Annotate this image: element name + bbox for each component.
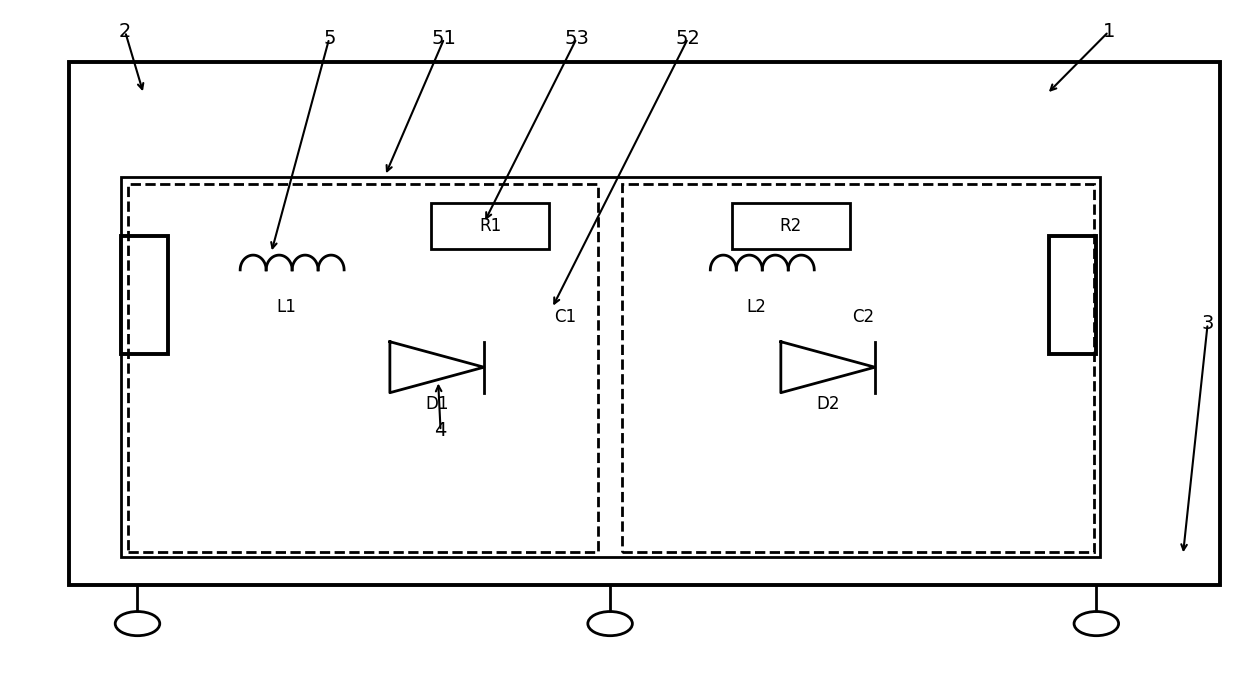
Bar	[122, 177, 1100, 557]
Text: 5: 5	[322, 29, 336, 48]
Text: C1: C1	[554, 308, 577, 326]
Bar	[69, 62, 122, 585]
Text: R2: R2	[780, 217, 802, 235]
Text: 52: 52	[676, 29, 701, 48]
Text: 53: 53	[564, 29, 589, 48]
Polygon shape	[389, 342, 484, 393]
Text: 4: 4	[434, 421, 446, 441]
Bar	[69, 62, 1220, 585]
Bar	[1049, 237, 1096, 354]
Bar	[432, 204, 549, 249]
Text: D2: D2	[816, 395, 839, 413]
Bar	[732, 204, 849, 249]
Text: 2: 2	[119, 22, 131, 41]
Bar	[1168, 62, 1220, 585]
Bar	[122, 237, 169, 354]
Text: 51: 51	[432, 29, 456, 48]
Text: R1: R1	[479, 217, 501, 235]
Polygon shape	[781, 342, 875, 393]
Bar	[69, 62, 1220, 90]
Text: 3: 3	[1202, 314, 1214, 333]
Text: L2: L2	[746, 298, 766, 316]
Bar	[622, 184, 1094, 552]
Bar	[69, 557, 1220, 585]
Text: L1: L1	[277, 298, 296, 316]
Text: 1: 1	[1102, 22, 1115, 41]
Text: D1: D1	[425, 395, 449, 413]
Bar	[128, 184, 598, 552]
Text: C2: C2	[853, 308, 874, 326]
